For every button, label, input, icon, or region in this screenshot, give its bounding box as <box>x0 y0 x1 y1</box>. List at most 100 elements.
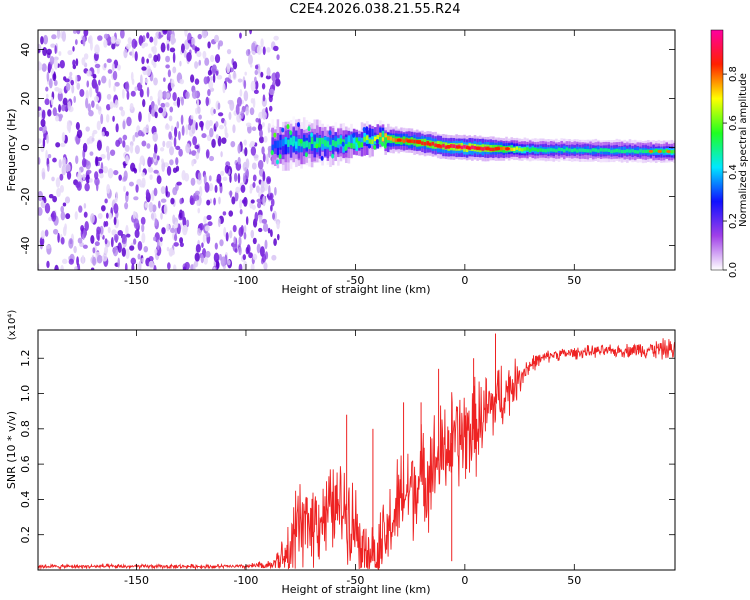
spectrogram-noise-cell <box>50 96 54 106</box>
spectrogram-noise-cell <box>174 221 179 229</box>
spectrogram-noise-cell <box>163 90 167 99</box>
spectrogram-noise-cell <box>249 63 253 68</box>
spectrogram-noise-cell <box>193 195 196 201</box>
spectrogram-noise-cell <box>121 234 127 245</box>
spectrogram-noise-cell <box>141 66 147 71</box>
spectrogram-peak-dot <box>436 143 441 148</box>
spectrogram-noise-cell <box>198 114 202 120</box>
spectrogram-noise-cell <box>231 196 236 205</box>
spectrogram-noise-cell <box>133 168 138 174</box>
spectrogram-noise-cell <box>125 81 130 93</box>
spectrogram-noise-cell <box>226 48 232 55</box>
snr-panel: -150 -100 -50 0 50 0.2 0.4 0.6 0.8 1.0 1.2 Height … <box>5 310 676 596</box>
spectrogram-signal-cell <box>363 136 366 142</box>
spectrogram-noise-cell <box>89 87 93 98</box>
colorbar-tick-label: 0.0 <box>728 262 739 278</box>
spectrogram-noise-cell <box>170 197 175 205</box>
spectrogram-noise-cell <box>162 140 166 148</box>
spectrogram-noise-cell <box>197 106 201 115</box>
spectrogram-noise-cell <box>172 52 176 64</box>
spectrogram-noise-cell <box>153 264 157 270</box>
spectrogram-signal-cell <box>405 138 408 142</box>
spectrogram-noise-cell <box>38 157 41 165</box>
spectrogram-signal-cell <box>544 149 548 153</box>
spectrogram-noise-cell <box>164 124 170 130</box>
spectrogram-noise-cell <box>263 135 268 143</box>
spectrogram-noise-cell <box>151 190 155 202</box>
spectrogram-noise-cell <box>113 233 119 242</box>
spectrogram-noise-cell <box>227 99 233 105</box>
spectrogram-noise-cell <box>126 116 132 127</box>
spectrogram-noise-cell <box>237 173 241 184</box>
spectrogram-noise-cell <box>45 244 51 249</box>
spectrogram-noise-cell <box>121 88 125 99</box>
spectrogram-noise-cell <box>247 54 253 66</box>
spectrogram-noise-cell <box>194 61 198 69</box>
spectrogram-noise-cell <box>243 90 249 102</box>
spectrogram-noise-cell <box>123 163 126 169</box>
spectrogram-signal-cell <box>387 136 390 141</box>
spectrogram-signal-blob <box>341 141 345 147</box>
spectrogram-noise-cell <box>139 74 143 86</box>
spectrogram-noise-cell <box>218 124 224 130</box>
spectrogram-noise-cell <box>126 90 130 100</box>
spectrogram-noise-cell <box>112 115 115 122</box>
spectrogram-noise-cell <box>170 227 176 234</box>
spectrogram-signal-blob <box>315 143 319 149</box>
spectrogram-noise-cell <box>153 169 159 174</box>
spectrogram-noise-cell <box>161 161 166 173</box>
spectrogram-signal-cell <box>329 144 332 151</box>
spectrogram-signal-blob <box>286 124 290 130</box>
spectrogram-noise-cell <box>95 83 99 94</box>
spectrogram-noise-cell <box>266 46 271 53</box>
spectrogram-signal-cell <box>318 137 322 145</box>
spectrogram-noise-cell <box>101 75 107 84</box>
spectrogram-noise-cell <box>251 162 257 170</box>
spectrogram-noise-cell <box>169 106 174 113</box>
spectrogram-noise-cell <box>141 223 145 233</box>
spectrogram-noise-cell <box>267 227 271 234</box>
spectrogram-noise-cell <box>124 144 130 153</box>
spectrogram-noise-cell <box>163 203 168 215</box>
spectrogram-noise-cell <box>213 252 220 263</box>
spectrogram-noise-cell <box>148 111 151 123</box>
spectrogram-noise-cell <box>245 216 249 226</box>
spectrogram-signal-cell <box>460 145 464 150</box>
spectrogram-noise-cell <box>158 200 161 209</box>
spectrogram-signal-cell <box>379 132 382 137</box>
spectrogram-noise-cell <box>104 246 109 254</box>
spectrogram-noise-cell <box>173 136 177 148</box>
spectrogram-noise-cell <box>250 146 257 156</box>
spectrogram-noise-cell <box>52 73 57 82</box>
spectrogram-noise-cell <box>223 226 227 237</box>
spectrogram-noise-cell <box>201 30 208 39</box>
spectrogram-signal-cell <box>394 138 398 143</box>
spectrogram-signal-cell <box>620 149 624 154</box>
spectrogram-noise-cell <box>111 62 115 71</box>
spectrogram-noise-cell <box>190 74 195 83</box>
spectrogram-noise-cell <box>213 34 220 43</box>
spectrogram-noise-cell <box>208 80 214 89</box>
snr-y-tick-label: 1.2 <box>19 349 32 367</box>
spectrogram-noise-cell <box>83 53 89 60</box>
spectrogram-noise-cell <box>73 30 77 34</box>
spectrogram-noise-cell <box>242 148 245 154</box>
spectrogram-noise-cell <box>62 97 68 106</box>
spectrogram-noise-cell <box>213 266 216 270</box>
spectrogram-signal-cell <box>484 146 487 151</box>
spectrogram-noise-cell <box>115 38 121 45</box>
spectrogram-noise-cell <box>74 39 78 46</box>
spectrogram-noise-cell <box>258 227 263 233</box>
spectrogram-peak-dot <box>495 147 501 151</box>
spectrogram-noise-cell <box>67 101 72 111</box>
spectrogram-noise-cell <box>68 258 74 265</box>
spectrogram-noise-cell <box>132 210 137 220</box>
spectrogram-noise-cell <box>127 37 132 45</box>
spectrogram-noise-cell <box>245 49 251 57</box>
spectrogram-noise-cell <box>250 199 255 204</box>
spectrogram-noise-cell <box>152 61 157 68</box>
spectrogram-noise-cell <box>219 239 224 247</box>
spectrogram-noise-cell <box>205 96 209 107</box>
spectrogram-noise-cell <box>203 215 207 225</box>
spectrogram-noise-cell <box>232 71 237 81</box>
